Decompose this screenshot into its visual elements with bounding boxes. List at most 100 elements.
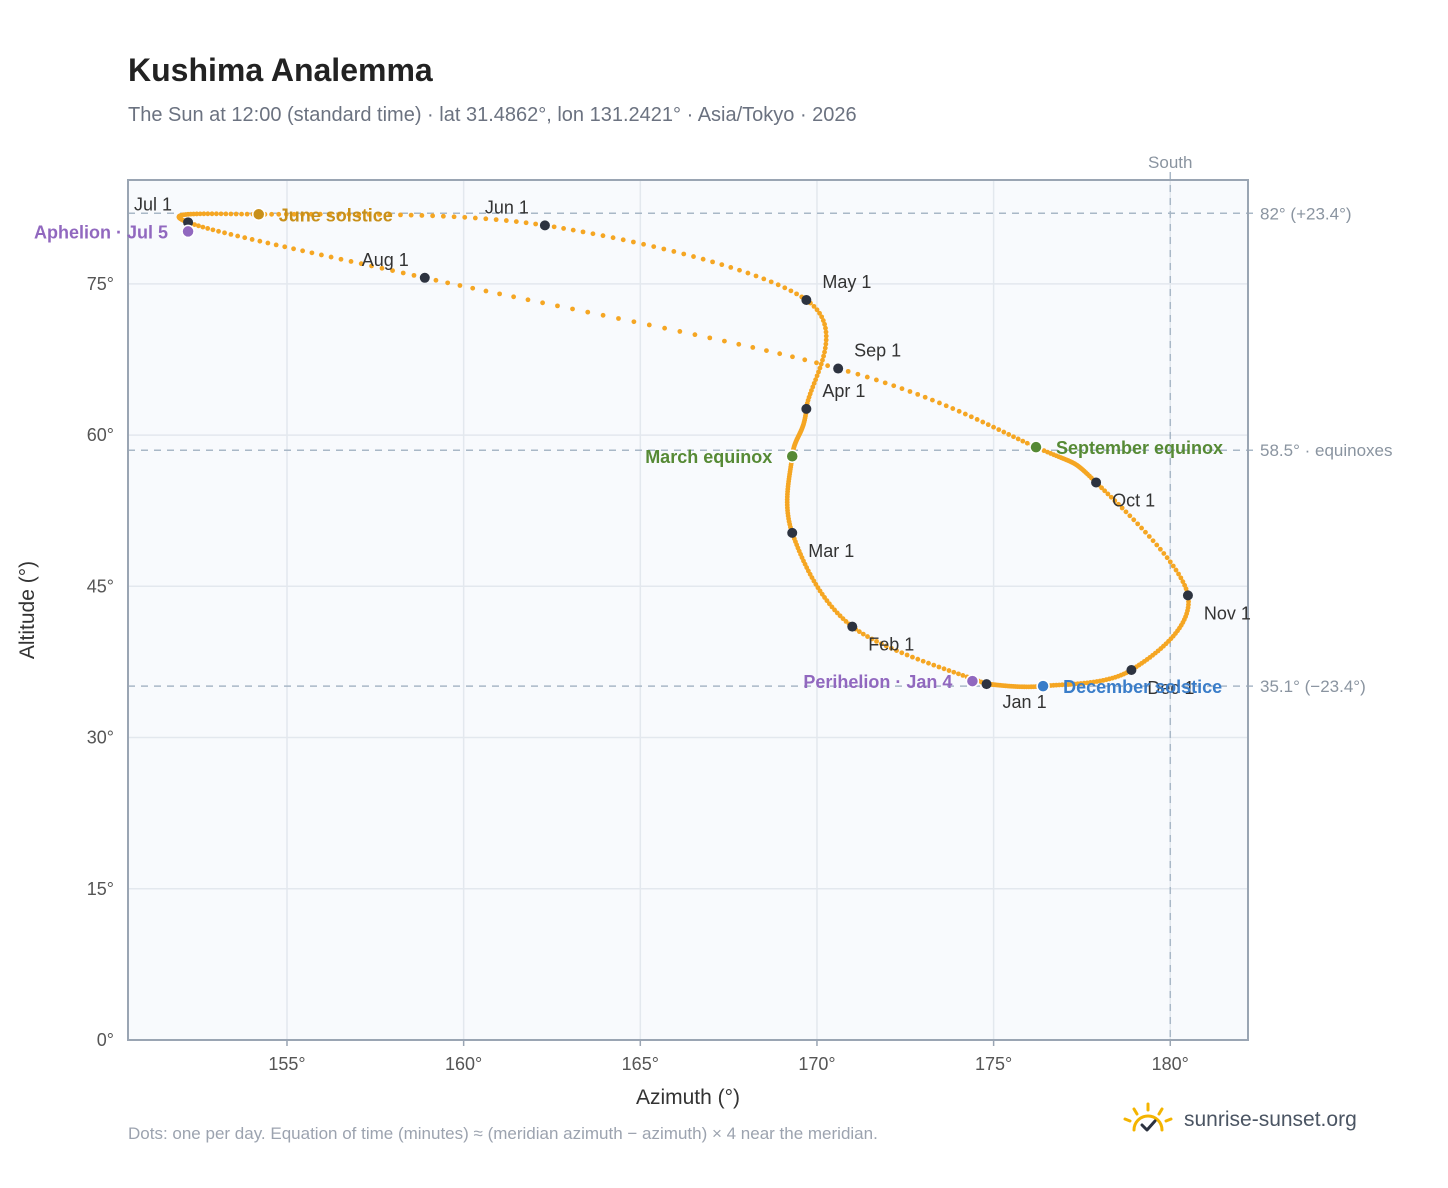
day-dot	[1112, 498, 1118, 504]
day-dot	[811, 380, 817, 386]
day-dot	[551, 224, 557, 230]
day-dot	[309, 250, 315, 256]
day-dot	[794, 291, 799, 297]
day-dot	[943, 403, 949, 409]
day-dot	[814, 373, 820, 379]
day-dot	[691, 254, 696, 259]
day-dot	[610, 235, 616, 241]
day-dot	[985, 422, 991, 428]
day-dot	[398, 212, 403, 218]
month-label: Aug 1	[362, 250, 409, 270]
day-dot	[445, 280, 451, 286]
day-dot	[513, 219, 519, 225]
y-tick-label: 75°	[87, 274, 114, 294]
day-dot	[814, 360, 819, 366]
plot-area	[128, 180, 1248, 1040]
day-dot	[239, 211, 244, 217]
day-dot	[937, 400, 942, 406]
day-dot	[218, 211, 224, 217]
month-marker	[1091, 477, 1102, 488]
day-dot	[222, 230, 227, 236]
month-marker	[1126, 664, 1137, 675]
month-marker	[801, 403, 812, 414]
day-dot	[700, 256, 706, 262]
day-dot	[533, 221, 539, 227]
day-dot	[328, 254, 334, 260]
day-dot	[1143, 529, 1148, 535]
event-label: Perihelion · Jan 4	[803, 672, 952, 692]
day-dot	[233, 211, 239, 217]
day-dot	[630, 239, 636, 245]
day-dot	[201, 211, 207, 217]
day-dot	[223, 211, 229, 217]
day-dot	[764, 348, 769, 353]
month-label: Apr 1	[822, 381, 865, 401]
event-marker	[181, 224, 195, 239]
day-dot	[497, 291, 502, 297]
day-dot	[1150, 538, 1156, 544]
day-dot	[869, 636, 875, 642]
x-tick-label: 160°	[445, 1054, 482, 1074]
day-dot	[651, 244, 657, 249]
day-dot	[930, 397, 935, 403]
day-dot	[1020, 438, 1026, 444]
day-dot	[1011, 434, 1016, 440]
month-label: Feb 1	[868, 635, 914, 655]
month-label: Jul 1	[134, 194, 172, 214]
day-dot	[366, 211, 372, 217]
day-dot	[996, 427, 1002, 433]
day-dot	[814, 307, 820, 313]
day-dot	[265, 240, 271, 246]
day-dot	[1154, 542, 1160, 548]
day-dot	[855, 371, 861, 377]
day-dot	[580, 229, 586, 235]
day-dot	[1099, 485, 1104, 491]
day-dot	[950, 406, 956, 411]
event-marker	[965, 674, 980, 688]
day-dot	[920, 658, 926, 664]
day-dot	[205, 226, 211, 231]
event-label: March equinox	[645, 447, 772, 467]
day-dot	[249, 237, 255, 242]
day-dot	[235, 233, 241, 239]
day-dot	[338, 256, 344, 262]
day-dot	[276, 211, 282, 217]
day-dot	[1161, 551, 1167, 556]
y-tick-label: 0°	[97, 1030, 114, 1050]
day-dot	[291, 211, 297, 217]
day-dot	[707, 335, 713, 341]
brand[interactable]: sunrise-sunset.org	[1120, 1100, 1357, 1140]
day-dot	[1173, 567, 1179, 573]
day-dot	[419, 213, 425, 218]
footnote: Dots: one per day. Equation of time (min…	[128, 1124, 878, 1143]
day-dot	[483, 288, 489, 294]
event-label: December solstice	[1063, 677, 1222, 697]
day-dot	[821, 353, 826, 359]
day-dot	[216, 228, 221, 234]
day-dot	[750, 345, 756, 350]
day-dot	[205, 211, 211, 217]
day-dot	[346, 211, 352, 217]
day-dot	[387, 212, 393, 218]
day-dot	[768, 279, 774, 285]
day-dot	[300, 248, 306, 254]
day-dot	[570, 227, 576, 233]
day-dot	[273, 242, 279, 248]
y-tick-label: 45°	[87, 576, 114, 596]
x-tick-label: 165°	[622, 1054, 659, 1074]
event-label: Aphelion · Jul 5	[34, 222, 168, 242]
day-dot	[813, 377, 819, 383]
day-dot	[777, 351, 783, 357]
day-dot	[956, 408, 962, 414]
day-dot	[209, 211, 215, 217]
day-dot	[1102, 488, 1108, 494]
day-dot	[408, 212, 414, 218]
day-dot	[196, 223, 201, 229]
day-dot	[671, 249, 677, 254]
x-tick-label: 155°	[268, 1054, 305, 1074]
day-dot	[818, 361, 824, 367]
day-dot	[451, 214, 457, 220]
day-dot	[390, 268, 395, 274]
day-dot	[472, 215, 478, 221]
month-marker	[981, 679, 992, 690]
